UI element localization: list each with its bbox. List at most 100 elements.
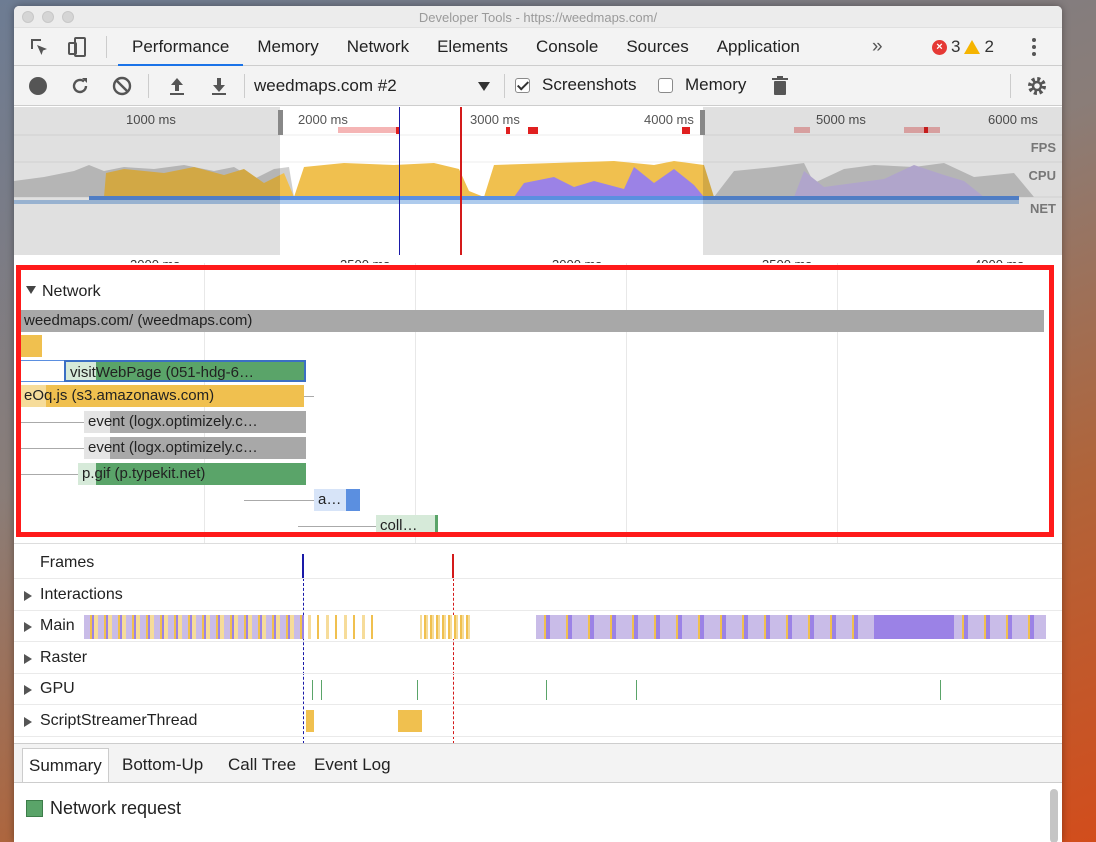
network-track[interactable]: Network weedmaps.com/ (weedmaps.com) vis… xyxy=(14,263,1062,543)
tab-event-log[interactable]: Event Log xyxy=(314,755,391,774)
network-request[interactable]: event (logx.optimizely.c… xyxy=(84,437,306,459)
screenshots-checkbox[interactable] xyxy=(515,78,530,93)
gpu-activity xyxy=(546,680,547,700)
timeline-overview[interactable]: 1000 ms 2000 ms 3000 ms 4000 ms 5000 ms … xyxy=(14,107,1062,255)
tab-call-tree[interactable]: Call Tree xyxy=(228,755,297,774)
network-request[interactable]: eOq.js (s3.amazonaws.com) xyxy=(20,385,304,407)
tab-application[interactable]: Application xyxy=(716,37,800,56)
performance-toolbar: weedmaps.com #2 Screenshots Memory xyxy=(14,66,1062,106)
title-bar: Developer Tools - https://weedmaps.com/ xyxy=(14,6,1062,28)
recording-select[interactable]: weedmaps.com #2 xyxy=(254,72,494,100)
network-request-color-swatch xyxy=(26,800,43,817)
more-options-icon[interactable] xyxy=(1032,38,1036,59)
zoom-window-button[interactable] xyxy=(62,11,74,23)
scriptstreamer-track[interactable]: ScriptStreamerThread xyxy=(14,706,1062,737)
tab-console[interactable]: Console xyxy=(535,37,599,56)
network-track-header[interactable]: Network xyxy=(26,283,101,301)
range-handle-right[interactable] xyxy=(700,110,705,135)
frames-track-label: Frames xyxy=(40,554,95,571)
frames-track[interactable]: Frames xyxy=(14,548,1062,579)
load-profile-icon[interactable] xyxy=(166,75,188,97)
expand-triangle-icon[interactable] xyxy=(24,654,32,664)
reload-icon[interactable] xyxy=(69,75,91,97)
raster-track-label: Raster xyxy=(40,649,88,666)
overview-graph xyxy=(14,127,1062,204)
gridline xyxy=(837,263,838,543)
request-whisker xyxy=(244,500,314,501)
tab-elements[interactable]: Elements xyxy=(437,37,508,56)
gpu-activity xyxy=(940,680,941,700)
tab-bottom-up[interactable]: Bottom-Up xyxy=(122,755,204,774)
ruler-label: 5000 ms xyxy=(816,112,866,127)
expand-triangle-icon[interactable] xyxy=(24,622,32,632)
gridline xyxy=(415,263,416,543)
ruler-label: 2000 ms xyxy=(298,112,348,127)
inspect-element-icon[interactable] xyxy=(28,36,50,58)
interactions-track-label: Interactions xyxy=(40,586,123,603)
frame-marker-blue xyxy=(302,554,304,578)
toolbar-separator xyxy=(148,74,149,98)
cpu-lane-label: CPU xyxy=(1028,168,1056,183)
network-request[interactable]: p.gif (p.typekit.net) xyxy=(78,463,306,485)
fps-lane-label: FPS xyxy=(1030,140,1056,155)
dashed-marker-blue xyxy=(303,578,304,744)
main-activity xyxy=(874,615,954,639)
tab-memory[interactable]: Memory xyxy=(257,37,319,56)
recording-select-value: weedmaps.com #2 xyxy=(254,76,397,95)
toolbar-separator xyxy=(244,74,245,98)
warning-count: 2 xyxy=(984,37,994,56)
summary-title: Network request xyxy=(50,798,182,818)
request-whisker xyxy=(20,448,84,449)
toolbar-separator xyxy=(1010,74,1011,98)
expand-triangle-icon[interactable] xyxy=(24,685,32,695)
chevron-down-icon xyxy=(478,82,490,91)
gear-icon[interactable] xyxy=(1026,75,1048,97)
memory-label: Memory xyxy=(685,75,747,94)
network-request[interactable]: weedmaps.com/ (weedmaps.com) xyxy=(20,310,1044,332)
record-icon[interactable] xyxy=(27,75,49,97)
raster-track[interactable]: Raster xyxy=(14,643,1062,674)
more-tabs-button[interactable]: » xyxy=(872,36,883,57)
trash-icon[interactable] xyxy=(769,75,791,97)
interactions-track[interactable]: Interactions xyxy=(14,580,1062,611)
dashed-marker-red xyxy=(453,578,454,744)
main-track[interactable]: Main xyxy=(14,611,1062,642)
details-tabs: Summary Bottom-Up Call Tree Event Log xyxy=(14,743,1062,783)
network-request[interactable]: coll… xyxy=(376,515,438,537)
main-activity xyxy=(308,615,378,639)
request-whisker xyxy=(20,474,78,475)
close-window-button[interactable] xyxy=(22,11,34,23)
devtools-window: Developer Tools - https://weedmaps.com/ … xyxy=(14,6,1062,842)
warning-icon xyxy=(964,40,981,54)
minimize-window-button[interactable] xyxy=(42,11,54,23)
network-request[interactable]: a… xyxy=(314,489,360,511)
ruler-label: 1000 ms xyxy=(126,112,176,127)
network-request[interactable] xyxy=(20,335,42,357)
device-toolbar-icon[interactable] xyxy=(66,36,88,58)
expand-triangle-icon[interactable] xyxy=(24,717,32,727)
range-handle-left[interactable] xyxy=(278,110,283,135)
tab-sources[interactable]: Sources xyxy=(626,37,689,56)
main-track-label: Main xyxy=(40,617,75,634)
error-icon: × xyxy=(932,39,947,55)
network-request[interactable]: event (logx.optimizely.c… xyxy=(84,411,306,433)
ruler-label: 4000 ms xyxy=(644,112,694,127)
memory-checkbox[interactable] xyxy=(658,78,673,93)
clear-icon[interactable] xyxy=(111,75,133,97)
network-request[interactable]: visitWebPage (051-hdg-6… xyxy=(64,360,306,382)
overview-dim-right xyxy=(703,107,1062,255)
gpu-track[interactable]: GPU xyxy=(14,674,1062,705)
tab-performance[interactable]: Performance xyxy=(118,28,244,66)
expand-triangle-icon[interactable] xyxy=(24,591,32,601)
main-activity xyxy=(536,615,1046,639)
ruler-label: 3000 ms xyxy=(470,112,520,127)
tab-network[interactable]: Network xyxy=(346,37,410,56)
summary-pane: Network request xyxy=(14,783,1062,842)
tabbar-divider xyxy=(106,36,107,58)
tab-summary[interactable]: Summary xyxy=(22,748,109,782)
issues-counter[interactable]: × 3 2 xyxy=(932,28,994,66)
summary-scrollbar[interactable] xyxy=(1050,789,1058,842)
save-profile-icon[interactable] xyxy=(208,75,230,97)
main-activity xyxy=(84,615,304,639)
gpu-activity xyxy=(417,680,418,700)
